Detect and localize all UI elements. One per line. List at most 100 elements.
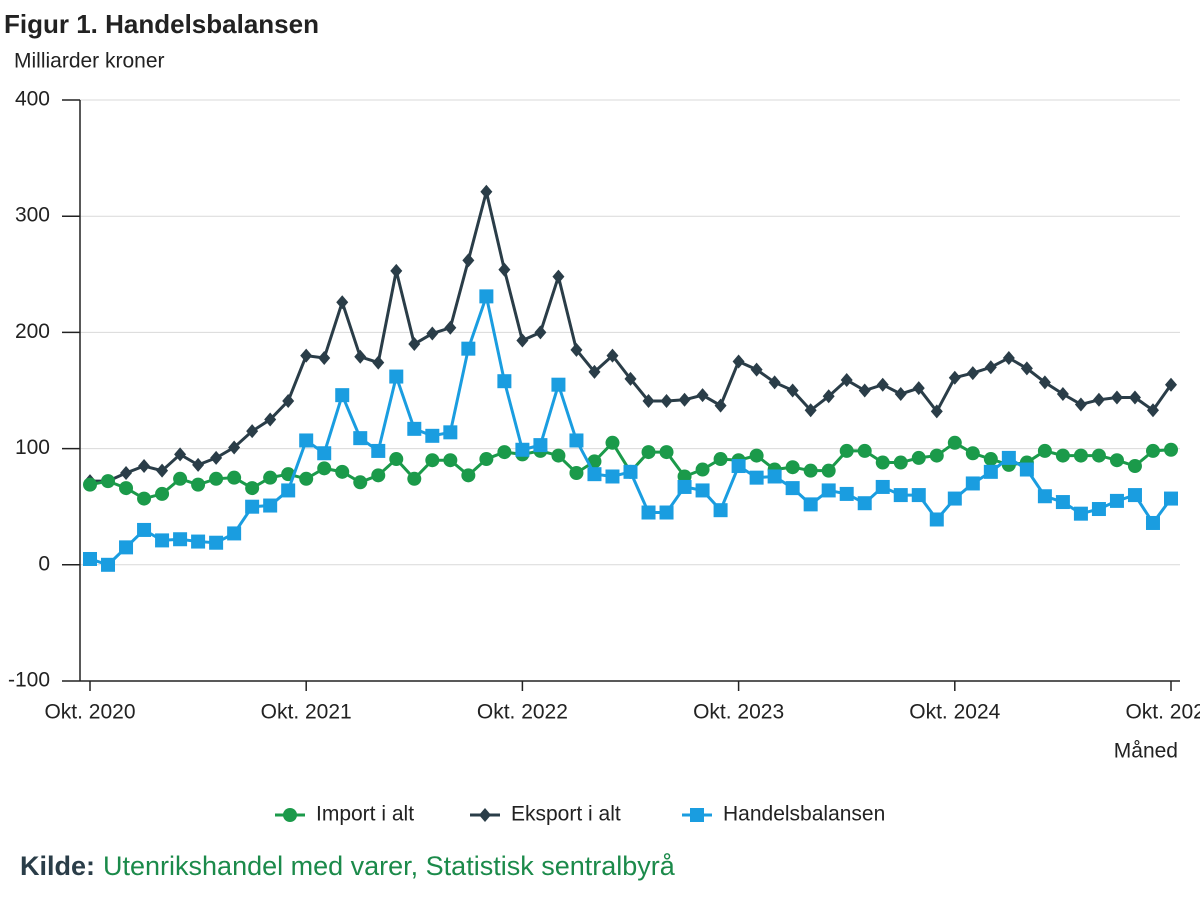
point [371, 443, 386, 458]
point [1038, 375, 1051, 390]
point [137, 491, 152, 506]
point [335, 388, 350, 403]
point [641, 445, 656, 460]
point [336, 295, 349, 310]
point [389, 452, 404, 467]
point [965, 446, 980, 461]
point [479, 289, 494, 304]
point [191, 477, 206, 492]
y-tick-label: 0 [38, 552, 50, 575]
point [690, 808, 704, 822]
point [714, 398, 727, 413]
legend-label: Handelsbalansen [723, 803, 885, 826]
point [1164, 442, 1178, 457]
point [300, 348, 313, 363]
x-tick-label: Okt. 2022 [477, 701, 568, 724]
point [965, 476, 980, 491]
point [588, 364, 601, 379]
x-tick-label: Okt. 2020 [44, 701, 135, 724]
y-axis-label: Milliarder kroner [14, 50, 165, 73]
point [696, 388, 709, 403]
point [911, 450, 926, 465]
point [299, 471, 314, 486]
point [606, 348, 619, 363]
point [1091, 448, 1106, 463]
point [786, 383, 799, 398]
point [317, 446, 332, 461]
point [731, 459, 746, 474]
point [803, 463, 818, 478]
point [1164, 491, 1178, 506]
point [876, 377, 889, 392]
point [228, 440, 241, 455]
point [695, 483, 710, 498]
point [209, 471, 224, 486]
point [408, 337, 421, 352]
point [893, 455, 908, 470]
point [552, 269, 565, 284]
point [120, 466, 133, 481]
y-tick-label: -100 [8, 669, 50, 692]
point [569, 433, 584, 448]
point [101, 474, 116, 489]
point [857, 443, 872, 458]
point [858, 383, 871, 398]
point [569, 466, 584, 481]
point [948, 370, 961, 385]
point [497, 374, 512, 389]
point [299, 433, 314, 448]
point [534, 325, 547, 340]
point [1055, 448, 1070, 463]
y-tick-label: 300 [15, 204, 50, 227]
point [443, 453, 458, 468]
point [498, 262, 511, 277]
point [912, 381, 925, 396]
x-tick-label: Okt. 2025 [1125, 701, 1200, 724]
point [659, 505, 674, 520]
point [227, 526, 242, 541]
point [83, 551, 97, 566]
point [283, 808, 297, 822]
point [713, 503, 728, 518]
point [137, 522, 152, 537]
point [156, 463, 169, 478]
point [425, 428, 440, 443]
point [1146, 403, 1159, 418]
point [1091, 502, 1106, 517]
point [426, 326, 439, 341]
point [227, 470, 242, 485]
point [911, 488, 926, 503]
point [659, 445, 674, 460]
point [1109, 453, 1124, 468]
point [263, 470, 278, 485]
point [1037, 489, 1052, 504]
point [678, 392, 691, 407]
point [263, 498, 278, 513]
x-tick-label: Okt. 2024 [909, 701, 1000, 724]
point [407, 421, 422, 436]
point [1128, 390, 1141, 405]
point [282, 393, 295, 408]
point [605, 469, 620, 484]
point [371, 468, 386, 483]
legend-item: Eksport i alt [470, 803, 621, 826]
point [138, 459, 151, 474]
point [660, 393, 673, 408]
point [605, 435, 620, 450]
point [1092, 392, 1105, 407]
point [983, 464, 998, 479]
point [875, 455, 890, 470]
point [318, 350, 331, 365]
point [947, 435, 962, 450]
point [624, 371, 637, 386]
point [641, 505, 656, 520]
point [390, 263, 403, 278]
point [767, 469, 782, 484]
point [246, 424, 259, 439]
source-text: Utenrikshandel med varer, Statistisk sen… [103, 851, 676, 881]
point [210, 450, 223, 465]
point [839, 486, 854, 501]
point [389, 369, 404, 384]
point [1074, 397, 1087, 412]
point [822, 389, 835, 404]
